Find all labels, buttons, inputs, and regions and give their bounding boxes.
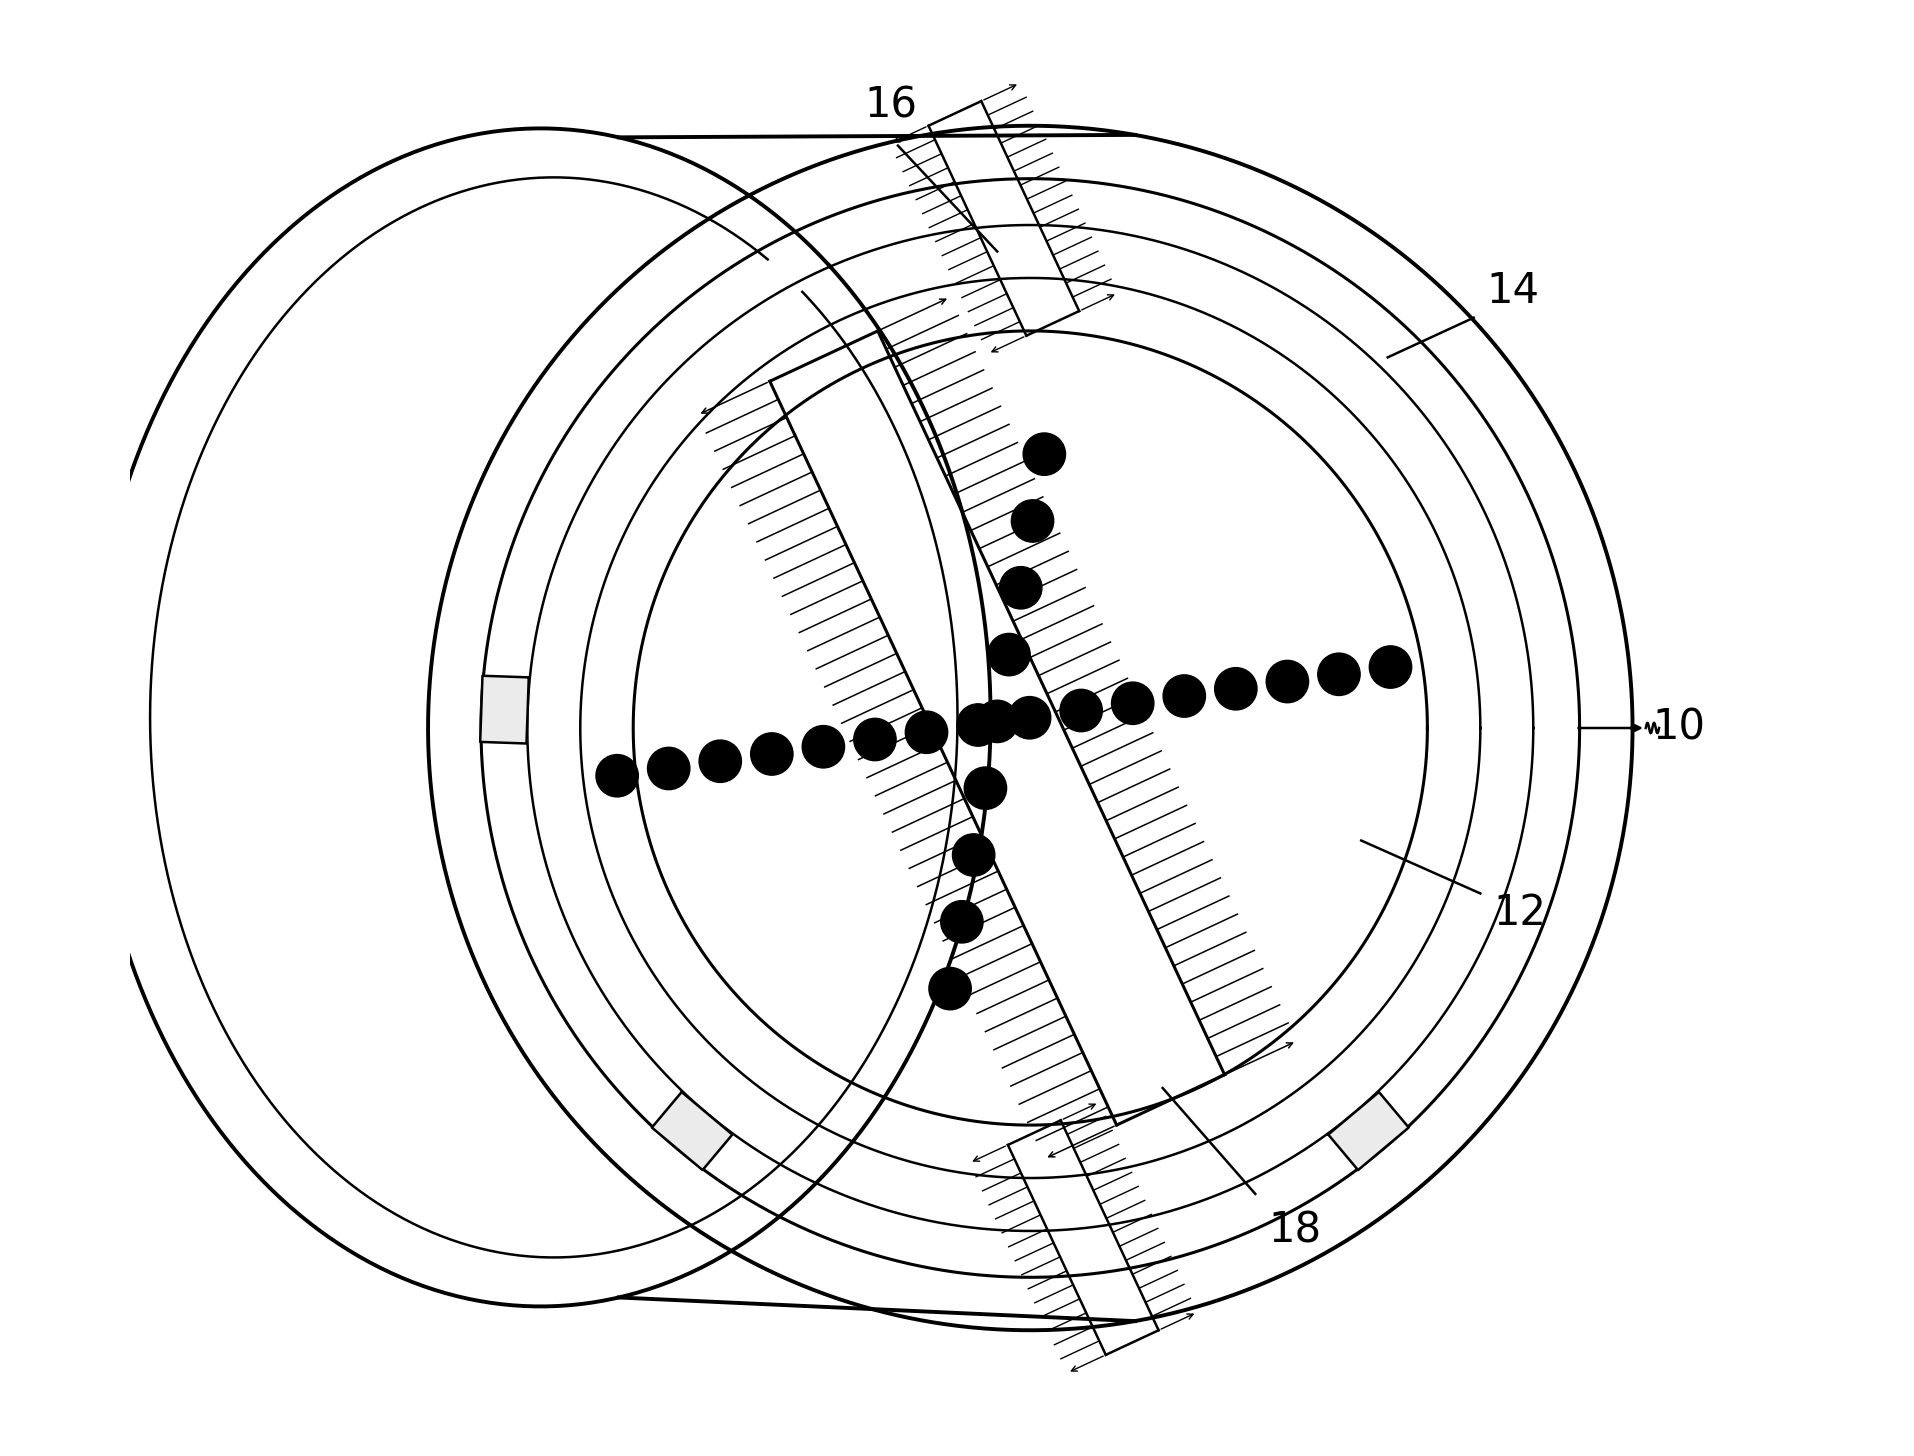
Circle shape <box>965 767 1007 810</box>
Text: 16: 16 <box>865 84 917 127</box>
Circle shape <box>1022 432 1064 475</box>
Circle shape <box>854 718 896 760</box>
Text: 10: 10 <box>1652 708 1705 748</box>
Circle shape <box>928 967 970 1010</box>
Circle shape <box>1060 689 1102 732</box>
Text: 14: 14 <box>1485 271 1539 312</box>
Circle shape <box>1011 499 1053 542</box>
Circle shape <box>1369 646 1411 689</box>
Circle shape <box>988 633 1030 676</box>
Text: 18: 18 <box>1267 1210 1321 1252</box>
Circle shape <box>750 732 792 775</box>
Text: 12: 12 <box>1493 893 1547 935</box>
Circle shape <box>999 566 1041 609</box>
Circle shape <box>951 834 993 877</box>
Circle shape <box>957 703 999 745</box>
Circle shape <box>940 901 982 943</box>
Circle shape <box>1317 654 1359 696</box>
Circle shape <box>595 754 637 796</box>
Polygon shape <box>480 676 528 744</box>
Polygon shape <box>651 1092 731 1171</box>
Circle shape <box>699 740 741 782</box>
Circle shape <box>1162 674 1204 718</box>
Circle shape <box>976 700 1018 743</box>
Circle shape <box>647 747 689 789</box>
Circle shape <box>1213 668 1256 711</box>
Circle shape <box>1110 681 1154 725</box>
Polygon shape <box>1328 1092 1409 1171</box>
Circle shape <box>905 711 947 753</box>
Circle shape <box>802 725 844 767</box>
Circle shape <box>1265 661 1307 703</box>
Circle shape <box>1009 696 1051 740</box>
